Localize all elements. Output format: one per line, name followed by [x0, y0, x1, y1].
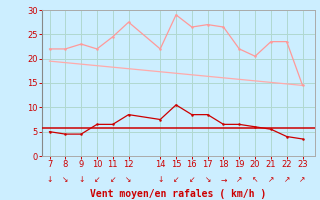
Text: ↙: ↙	[173, 175, 179, 184]
Text: ↘: ↘	[62, 175, 68, 184]
Text: ↙: ↙	[189, 175, 195, 184]
Text: ↘: ↘	[125, 175, 132, 184]
Text: ↗: ↗	[300, 175, 306, 184]
Text: ↗: ↗	[268, 175, 274, 184]
Text: ↓: ↓	[157, 175, 164, 184]
Text: ↙: ↙	[109, 175, 116, 184]
Text: ↓: ↓	[46, 175, 53, 184]
X-axis label: Vent moyen/en rafales ( km/h ): Vent moyen/en rafales ( km/h )	[90, 189, 267, 199]
Text: ↖: ↖	[252, 175, 258, 184]
Text: ↗: ↗	[284, 175, 290, 184]
Text: ↗: ↗	[236, 175, 243, 184]
Text: ↙: ↙	[94, 175, 100, 184]
Text: ↓: ↓	[78, 175, 84, 184]
Text: →: →	[220, 175, 227, 184]
Text: ↘: ↘	[204, 175, 211, 184]
